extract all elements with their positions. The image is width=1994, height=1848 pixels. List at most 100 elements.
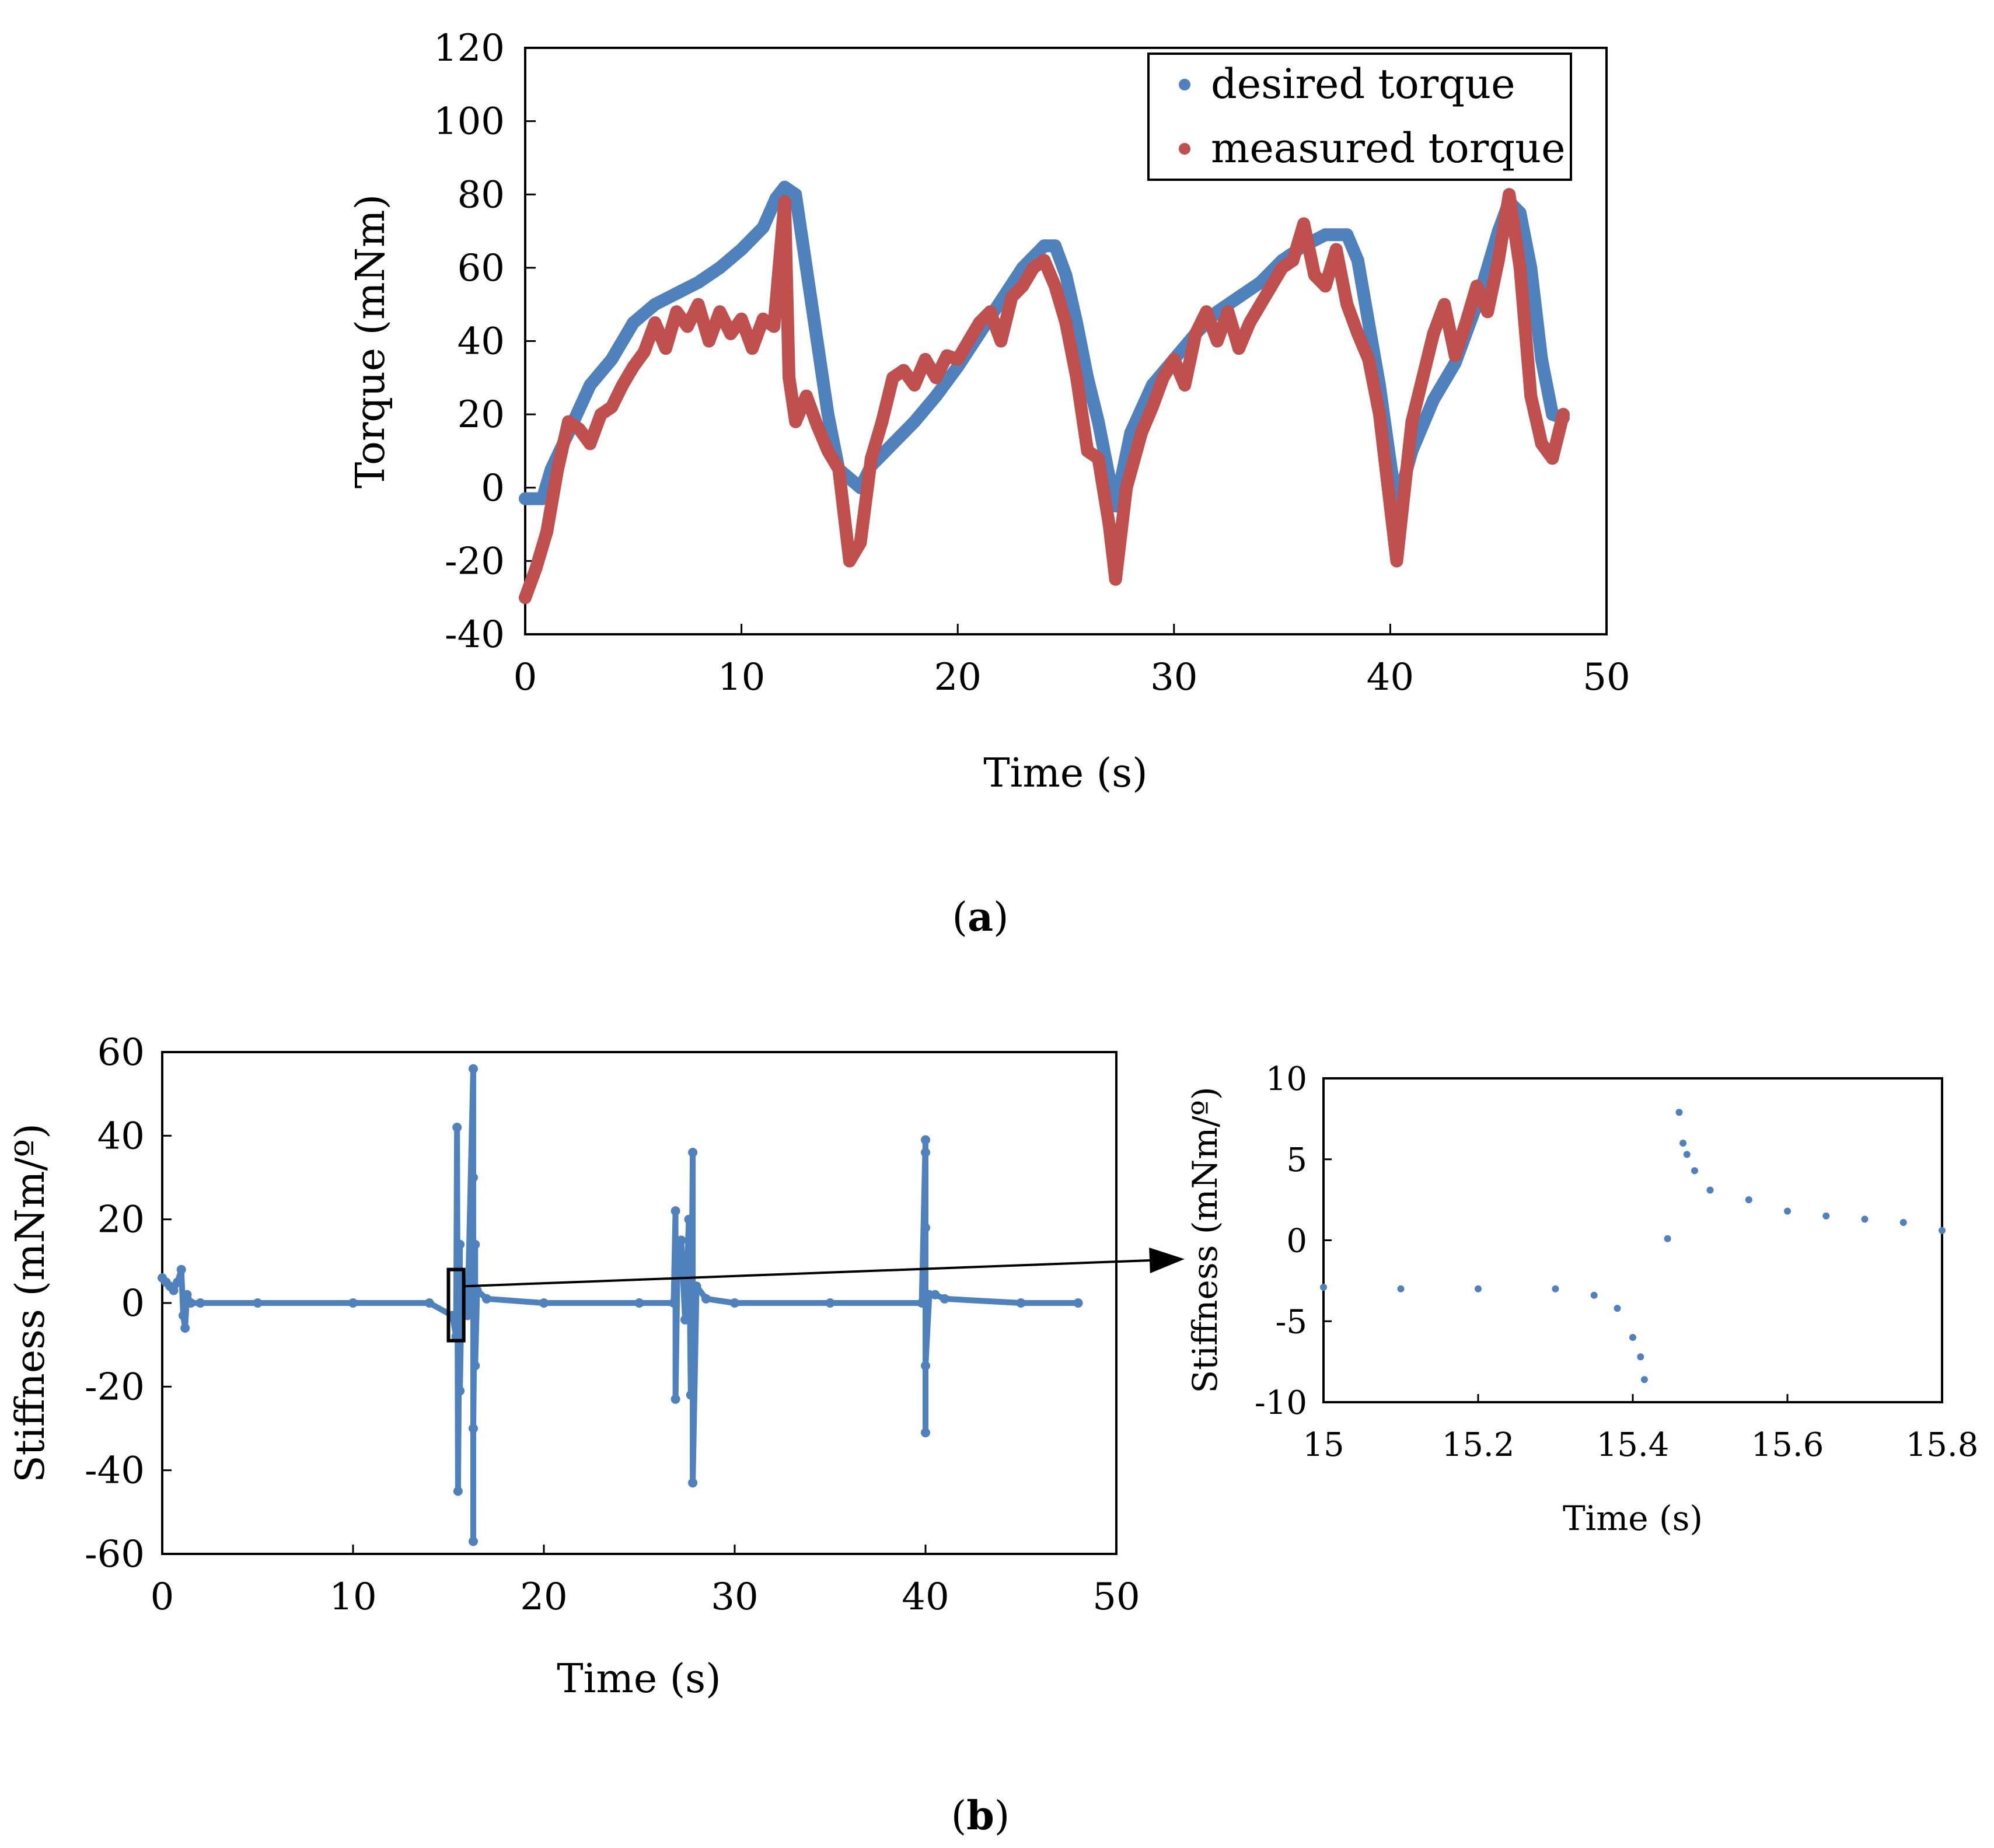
data-point xyxy=(453,1486,463,1496)
data-point xyxy=(455,1239,465,1249)
data-point xyxy=(519,591,532,605)
x-ticks-b2: 15 15.2 15.4 15.6 15.8 xyxy=(1302,1394,1978,1464)
data-point xyxy=(1637,1353,1644,1361)
data-point xyxy=(584,437,597,450)
y-tick-label: 0 xyxy=(121,1282,145,1325)
data-point xyxy=(1340,228,1354,242)
data-point xyxy=(811,419,824,432)
data-point xyxy=(1546,452,1559,465)
series-line xyxy=(159,1066,1081,1545)
y-tick-label: 120 xyxy=(434,27,505,70)
data-point xyxy=(1265,280,1278,293)
data-point xyxy=(1546,408,1559,421)
y-tick-label: 100 xyxy=(434,100,505,144)
data-point xyxy=(670,287,683,300)
data-point xyxy=(469,1173,478,1182)
data-point xyxy=(1073,1298,1083,1308)
data-point xyxy=(930,389,943,403)
data-point xyxy=(1614,1305,1621,1312)
data-point xyxy=(1351,327,1364,340)
caption-letter-b: b xyxy=(966,1793,994,1839)
data-point xyxy=(811,334,824,348)
data-point xyxy=(1373,408,1386,421)
y-tick-label: 0 xyxy=(481,467,505,510)
data-point xyxy=(1200,305,1213,319)
data-point xyxy=(1038,254,1051,267)
data-point xyxy=(182,1290,192,1299)
data-point xyxy=(854,536,867,549)
data-point xyxy=(627,360,640,373)
data-point xyxy=(1939,1227,1946,1234)
x-tick-label: 50 xyxy=(1583,656,1630,699)
data-point xyxy=(1362,352,1375,366)
data-point xyxy=(825,1298,835,1308)
data-point xyxy=(1146,400,1159,414)
data-point xyxy=(551,463,564,476)
data-point xyxy=(1059,316,1073,330)
data-point xyxy=(1492,254,1505,267)
data-point xyxy=(832,463,846,476)
x-axis-label-b2: Time (s) xyxy=(1563,1498,1703,1538)
data-point xyxy=(1049,239,1061,253)
data-point xyxy=(1351,254,1364,267)
data-point xyxy=(452,1123,462,1132)
x-tick-label: 0 xyxy=(514,656,537,699)
series-a xyxy=(519,180,1570,605)
data-point xyxy=(1038,239,1051,253)
x-ticks-b1: 0 10 20 30 40 50 xyxy=(151,1545,1140,1619)
data-point xyxy=(886,437,899,450)
data-point xyxy=(1016,280,1029,293)
data-point xyxy=(1683,1151,1691,1158)
legend-a: desired torque measured torque xyxy=(1147,53,1572,181)
x-tick-label: 20 xyxy=(520,1575,567,1619)
data-point xyxy=(519,492,532,505)
data-point xyxy=(1640,1376,1648,1384)
y-tick-label: 20 xyxy=(458,393,505,436)
data-point xyxy=(686,1390,696,1400)
data-point xyxy=(1276,261,1289,274)
data-point xyxy=(195,1298,205,1308)
x-tick-label: 20 xyxy=(934,656,981,699)
data-point xyxy=(921,1223,930,1232)
data-point xyxy=(1109,572,1122,586)
data-point xyxy=(921,1361,930,1371)
data-point xyxy=(843,554,856,568)
data-point xyxy=(1092,415,1105,428)
data-point xyxy=(1384,499,1397,513)
data-point xyxy=(730,1298,739,1308)
data-point xyxy=(1459,316,1473,330)
data-point xyxy=(921,1428,930,1438)
data-point xyxy=(703,334,715,348)
y-tick-label: -60 xyxy=(85,1533,145,1576)
plot-frame-b2 xyxy=(1322,1077,1943,1403)
y-tick-label: -40 xyxy=(85,1449,145,1493)
data-point xyxy=(562,415,575,428)
y-axis-label-a: Torque (mNm) xyxy=(348,194,394,488)
data-point xyxy=(1120,481,1133,494)
data-point xyxy=(469,1424,478,1433)
x-tick-label: 15.2 xyxy=(1442,1426,1515,1464)
data-point xyxy=(1221,305,1235,319)
data-point xyxy=(1070,371,1083,385)
data-point xyxy=(962,334,975,348)
data-point xyxy=(648,298,662,311)
data-point xyxy=(424,1298,434,1308)
series-b2 xyxy=(1320,1109,1946,1384)
data-point xyxy=(1503,188,1516,201)
data-point xyxy=(637,345,651,359)
x-tick-label: 40 xyxy=(1367,656,1414,699)
data-point xyxy=(451,1332,461,1342)
data-point xyxy=(983,305,997,319)
data-point xyxy=(455,1386,465,1396)
data-point xyxy=(756,221,770,234)
data-point xyxy=(778,180,791,194)
data-point xyxy=(1475,1285,1482,1292)
y-tick-label: -20 xyxy=(85,1365,145,1409)
data-point xyxy=(1524,261,1538,274)
data-point xyxy=(930,371,943,385)
data-point xyxy=(481,1294,491,1304)
data-point xyxy=(1899,1219,1907,1226)
x-tick-label: 10 xyxy=(329,1575,376,1619)
data-point xyxy=(1861,1215,1869,1223)
data-point xyxy=(908,378,921,392)
